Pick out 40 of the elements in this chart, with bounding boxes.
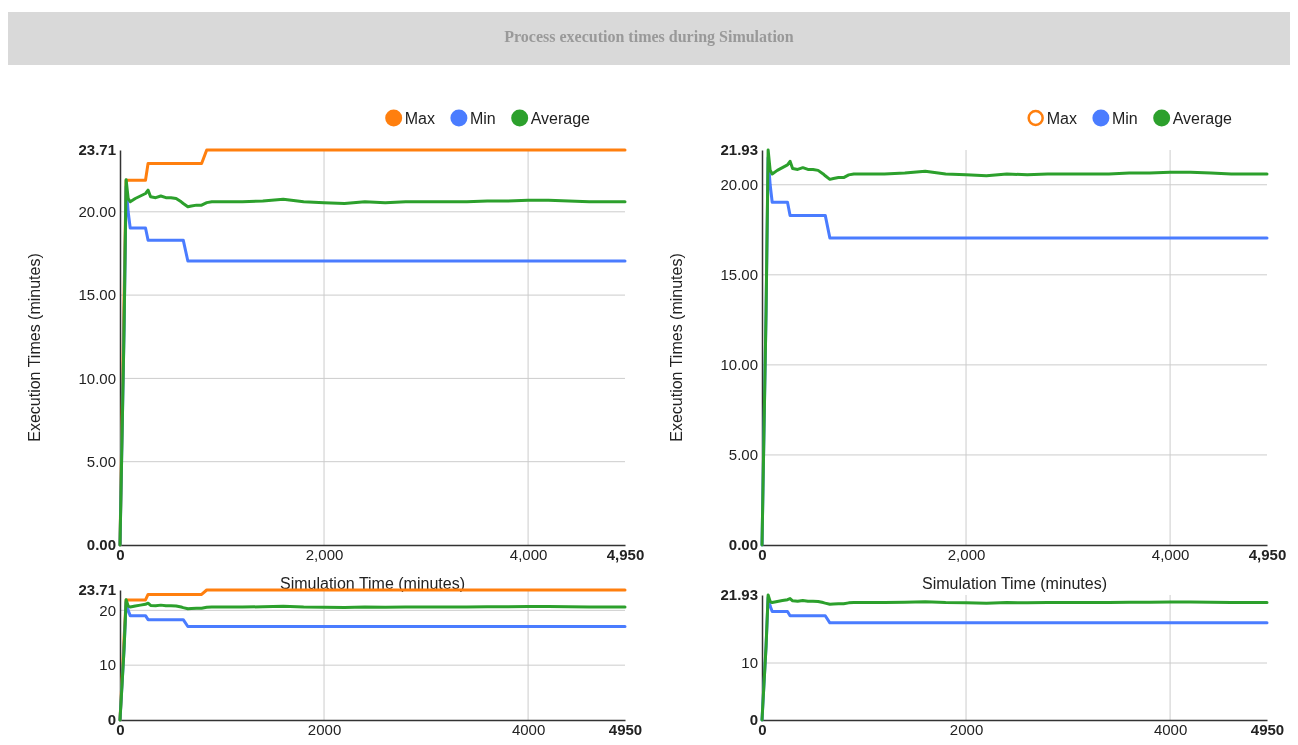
y-tick-label: 21.93 xyxy=(720,141,758,159)
x-tick-label: 4950 xyxy=(608,720,643,738)
y-tick-label: 5.00 xyxy=(86,453,116,470)
x-tick-label: 4,950 xyxy=(1248,545,1287,563)
x-tick-label: 2000 xyxy=(949,720,984,738)
y-tick-label: 10 xyxy=(99,656,116,674)
legend-label: Min xyxy=(1111,109,1138,127)
y-tick-label: 20.00 xyxy=(720,176,758,194)
x-tick-label: 4,000 xyxy=(509,545,548,563)
x-tick-label: 2,000 xyxy=(947,545,986,563)
legend-label: Min xyxy=(469,109,496,127)
y-tick-label: 0.00 xyxy=(86,536,116,554)
y-tick-label: 15.00 xyxy=(78,286,116,304)
legend-label: Max xyxy=(1046,109,1077,127)
chart-title: Process execution times during Simulation xyxy=(504,28,794,46)
x-axis-title: Simulation Time (minutes) xyxy=(280,575,465,592)
y-tick-label: 5.00 xyxy=(728,446,758,464)
y-axis-title: Execution Times (minutes) xyxy=(668,253,685,442)
x-tick-label: 4000 xyxy=(511,720,546,738)
y-axis-title: Execution Times (minutes) xyxy=(26,253,43,442)
x-tick-label: 4000 xyxy=(1153,720,1188,738)
x-tick-label: 2000 xyxy=(307,720,342,738)
x-tick-label: 4,000 xyxy=(1151,545,1190,563)
legend-label: Average xyxy=(1172,109,1233,127)
x-tick-label: 4,950 xyxy=(606,545,645,563)
y-tick-label: 20.00 xyxy=(78,203,116,221)
x-tick-label: 4950 xyxy=(1250,720,1285,738)
legend-label: Max xyxy=(404,109,435,127)
y-tick-label: 0.00 xyxy=(728,536,758,554)
y-tick-label: 21.93 xyxy=(720,586,758,604)
y-tick-label: 10.00 xyxy=(78,369,116,387)
y-tick-label: 15.00 xyxy=(720,266,758,284)
y-tick-label: 10.00 xyxy=(720,356,758,374)
legend-label: Average xyxy=(530,109,591,127)
x-axis-title: Simulation Time (minutes) xyxy=(922,575,1107,592)
y-tick-label: 23.71 xyxy=(78,141,116,159)
x-tick-label: 2,000 xyxy=(305,545,344,563)
y-tick-label: 23.71 xyxy=(78,581,116,599)
y-tick-label: 20 xyxy=(99,601,116,619)
y-tick-label: 10 xyxy=(741,654,758,672)
